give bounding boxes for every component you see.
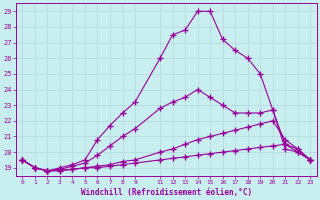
- X-axis label: Windchill (Refroidissement éolien,°C): Windchill (Refroidissement éolien,°C): [81, 188, 252, 197]
